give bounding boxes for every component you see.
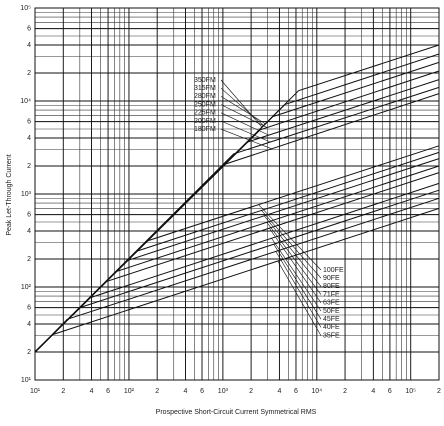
y-tick-label: 6 bbox=[27, 118, 31, 125]
x-tick-label: 10⁵ bbox=[405, 388, 416, 395]
x-tick-label: 10⁴ bbox=[311, 388, 322, 395]
curve bbox=[34, 93, 440, 353]
y-tick-label: 4 bbox=[27, 42, 31, 49]
y-tick-label: 10⁴ bbox=[20, 98, 31, 105]
x-tick-label: 4 bbox=[184, 388, 188, 395]
series-label: 200FM bbox=[194, 118, 216, 125]
y-tick-label: 2 bbox=[27, 163, 31, 170]
series-label: 45FE bbox=[323, 316, 340, 323]
curve bbox=[34, 61, 440, 353]
series-label: 315FM bbox=[194, 85, 216, 92]
x-tick-label: 10¹ bbox=[30, 388, 41, 395]
series-label: 280FM bbox=[194, 93, 216, 100]
leader-line bbox=[261, 210, 322, 279]
series-label: 71FE bbox=[323, 291, 340, 298]
curve bbox=[34, 197, 440, 353]
x-tick-label: 4 bbox=[277, 388, 281, 395]
series-label: 63FE bbox=[323, 300, 340, 307]
x-axis-label: Prospective Short-Circuit Current Symmet… bbox=[156, 409, 317, 416]
series-label: 350FM bbox=[194, 77, 216, 84]
series-label: 250FM bbox=[194, 101, 216, 108]
leader-line bbox=[220, 112, 269, 136]
series-label: 35FE bbox=[323, 332, 340, 339]
curve bbox=[34, 86, 440, 353]
y-tick-label: 4 bbox=[27, 135, 31, 142]
y-tick-label: 2 bbox=[27, 349, 31, 356]
leader-line bbox=[220, 79, 263, 128]
leader-line bbox=[275, 251, 322, 328]
x-tick-label: 6 bbox=[200, 388, 204, 395]
x-tick-label: 6 bbox=[294, 388, 298, 395]
x-tick-label: 4 bbox=[90, 388, 94, 395]
x-tick-label: 6 bbox=[388, 388, 392, 395]
y-tick-label: 6 bbox=[27, 304, 31, 311]
series-label: 180FM bbox=[194, 126, 216, 133]
series-label: 50FE bbox=[323, 308, 340, 315]
x-tick-label: 2 bbox=[155, 388, 159, 395]
leader-line bbox=[269, 227, 322, 303]
y-tick-label: 6 bbox=[27, 25, 31, 32]
x-tick-label: 2 bbox=[61, 388, 65, 395]
leader-line bbox=[220, 120, 271, 143]
leader-line bbox=[220, 87, 264, 126]
leader-line bbox=[264, 215, 322, 287]
y-tick-label: 10¹ bbox=[21, 377, 32, 384]
series-label: 100FE bbox=[323, 267, 344, 274]
x-tick-label: 2 bbox=[343, 388, 347, 395]
curve bbox=[34, 172, 440, 353]
leader-line bbox=[220, 96, 266, 125]
series-label: 225FM bbox=[194, 110, 216, 117]
y-axis-label: Peak Let-Through Current bbox=[6, 154, 13, 235]
leader-line bbox=[277, 260, 322, 336]
y-tick-label: 6 bbox=[27, 211, 31, 218]
plot-frame bbox=[34, 7, 440, 381]
series-label: 90FE bbox=[323, 275, 340, 282]
x-tick-label: 2 bbox=[249, 388, 253, 395]
x-tick-label: 6 bbox=[106, 388, 110, 395]
leader-line bbox=[273, 244, 322, 320]
y-tick-label: 10³ bbox=[21, 191, 32, 198]
leader-line bbox=[220, 128, 272, 150]
leader-line bbox=[220, 104, 268, 128]
curve bbox=[34, 207, 440, 353]
y-tick-label: 4 bbox=[27, 321, 31, 328]
y-tick-label: 4 bbox=[27, 228, 31, 235]
x-tick-label: 10² bbox=[124, 388, 135, 395]
leader-line bbox=[266, 222, 322, 295]
curve bbox=[34, 158, 440, 353]
series-label: 80FE bbox=[323, 283, 340, 290]
y-tick-label: 2 bbox=[27, 70, 31, 77]
y-tick-label: 10⁵ bbox=[20, 5, 31, 12]
y-tick-label: 10² bbox=[21, 284, 32, 291]
series-label: 40FE bbox=[323, 324, 340, 331]
x-tick-label: 2 bbox=[437, 388, 441, 395]
x-tick-label: 10³ bbox=[218, 388, 229, 395]
x-tick-label: 4 bbox=[371, 388, 375, 395]
y-tick-label: 2 bbox=[27, 256, 31, 263]
leader-line bbox=[258, 204, 322, 271]
curve bbox=[34, 151, 440, 353]
